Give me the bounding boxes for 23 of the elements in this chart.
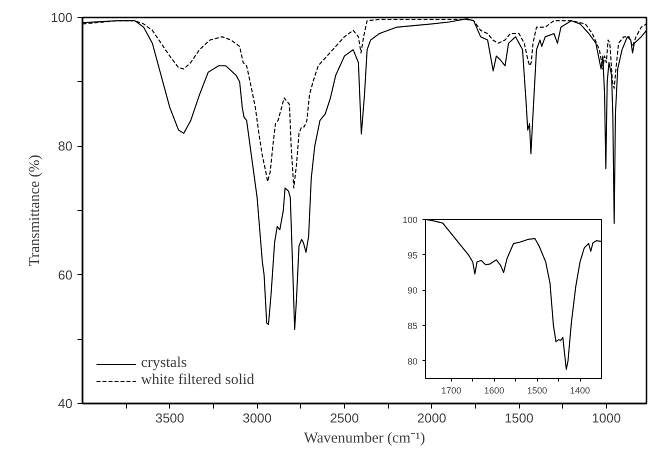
y-tick-label: 80 [58, 138, 73, 154]
x-axis-title: Wavenumber (cm⁻¹) [304, 430, 426, 446]
y-tick-label: 40 [58, 396, 73, 411]
y-tick-label: 85 [407, 321, 418, 331]
x-tick-label: 3500 [155, 410, 184, 426]
x-tick-label: 1400 [570, 386, 590, 396]
y-tick-label: 95 [407, 250, 418, 260]
x-tick-label: 1500 [504, 410, 534, 426]
legend-label: white filtered solid [141, 372, 254, 389]
x-tick-label: 1700 [441, 386, 462, 396]
y-tick-label: 80 [407, 356, 418, 366]
y-tick-label: 90 [407, 286, 418, 296]
x-tick-label: 1000 [592, 410, 621, 426]
y-axis-title: Transmittance (%) [26, 154, 43, 266]
x-tick-label: 1600 [484, 386, 504, 396]
y-tick-label: 60 [58, 267, 73, 282]
x-tick-label: 1500 [527, 386, 548, 396]
y-tick-label: 100 [50, 10, 73, 25]
x-tick-label: 2500 [330, 410, 359, 426]
x-tick-label: 3000 [242, 410, 272, 426]
legend-label: crystals [141, 355, 187, 372]
y-tick-label: 100 [402, 215, 418, 225]
x-tick-label: 2000 [417, 410, 446, 426]
